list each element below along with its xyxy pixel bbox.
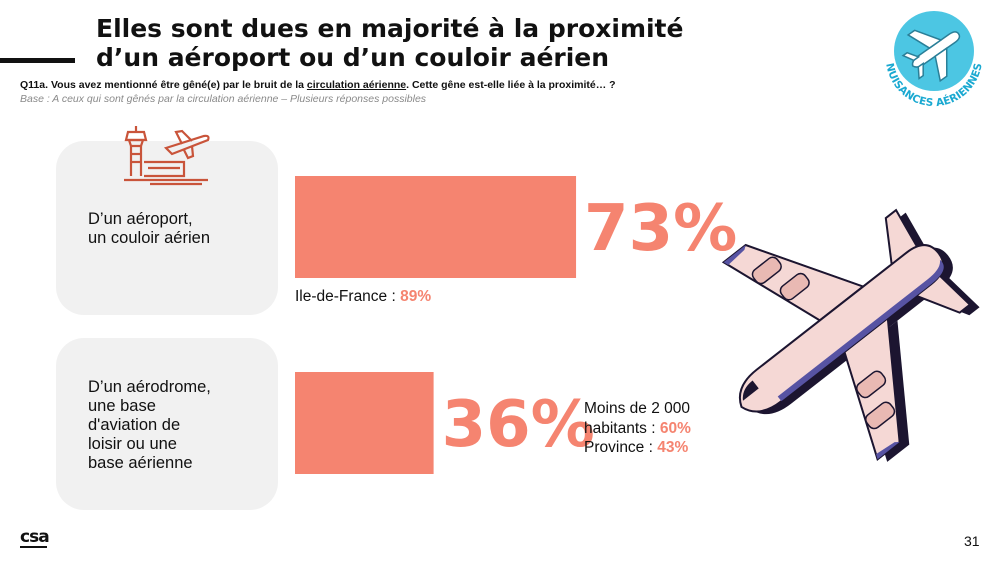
airplane-icon xyxy=(901,29,961,83)
nuisances-badge: NUISANCES AÉRIENNES xyxy=(883,11,985,109)
bar-0 xyxy=(295,176,577,278)
note-ile-de-france: Ile-de-France : 89% xyxy=(295,288,431,306)
note-label: habitants : xyxy=(584,419,660,437)
note-label: Province : xyxy=(584,439,658,456)
logo-underline xyxy=(20,546,47,548)
control-tower-icon xyxy=(124,126,210,186)
note-line: habitants : 60% xyxy=(584,419,691,439)
title-accent-bar xyxy=(0,58,75,63)
question-text: Q11a. Vous avez mentionné être gêné(e) p… xyxy=(20,79,616,91)
question-suffix: . Cette gêne est-elle liée à la proximit… xyxy=(406,79,616,91)
bar-1 xyxy=(295,372,434,474)
note-value: 89% xyxy=(400,288,432,305)
note-line: Province : 43% xyxy=(584,438,691,458)
note-other-regions: Moins de 2 000 habitants : 60% Province … xyxy=(584,399,691,458)
category-label: D’un aérodrome, une base d'aviation de l… xyxy=(88,378,211,472)
note-label: Moins de 2 000 xyxy=(584,400,690,417)
question-underlined: circulation aérienne xyxy=(306,79,407,91)
note-value: 60% xyxy=(659,419,691,437)
page-number: 31 xyxy=(964,533,980,549)
category-label: D’un aéroport, un couloir aérien xyxy=(88,210,210,247)
csa-logo: csa xyxy=(20,527,50,547)
airplane-illustration xyxy=(721,208,980,462)
category-card-aerodrome: D’un aérodrome, une base d'aviation de l… xyxy=(56,338,278,510)
note-label: Ile-de-France : xyxy=(295,288,401,305)
note-line: Moins de 2 000 xyxy=(584,399,691,419)
bar-value-label-0: 73% xyxy=(584,192,737,266)
bar-value-label-1: 36% xyxy=(442,388,595,462)
category-card-airport: D’un aéroport, un couloir aérien xyxy=(56,141,278,315)
base-note: Base : A ceux qui sont gênés par la circ… xyxy=(20,93,427,105)
page-title: Elles sont dues en majorité à la proximi… xyxy=(96,14,684,72)
note-value: 43% xyxy=(657,439,689,456)
question-prefix: Q11a. Vous avez mentionné être gêné(e) p… xyxy=(20,79,307,91)
